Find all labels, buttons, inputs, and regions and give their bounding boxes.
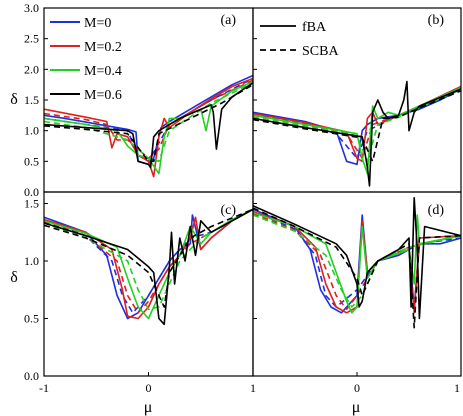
panel-tag: (c) (220, 203, 236, 218)
series-line-m-0-scba (253, 88, 461, 160)
y-tick-label: 1.0 (24, 254, 39, 268)
x-tick-label: 1 (454, 381, 460, 395)
x-tick-label: 0 (354, 381, 360, 395)
series-group (253, 197, 461, 329)
y-tick-label: 1.5 (24, 197, 39, 211)
series-line-m-0-fba (253, 87, 461, 166)
series-line-m-0-6-fba (44, 208, 253, 326)
panel-frame (43, 191, 254, 377)
bottom-y-ticks: 0.0 0.5 1.0 1.5 (24, 197, 257, 383)
series-line-m-0-4-fba (44, 208, 253, 320)
series-line-m-0-6-fba (253, 80, 461, 187)
series-line-m-0-4-scba (44, 208, 253, 311)
y-tick-label: 0.5 (24, 312, 39, 326)
y-tick-label: 1.0 (24, 124, 39, 138)
x-tick-label: 0 (146, 381, 152, 395)
series-line-m-0-fba (44, 74, 253, 166)
panel-frame (252, 191, 462, 377)
x-axis-label-right: μ (352, 399, 361, 416)
panels: (a) (b) (c) (d) (43, 7, 462, 377)
y-tick-label: 0.0 (24, 369, 39, 383)
legend-label: M=0.2 (84, 40, 122, 55)
legend-label: M=0.4 (84, 64, 122, 79)
series-line-m-0-2-fba (44, 77, 253, 178)
legend-methods: fBA SCBA (260, 20, 339, 59)
y-tick-label: 0.0 (24, 185, 39, 199)
series-line-m-0-scba (253, 210, 461, 308)
y-tick-label: 3.0 (24, 1, 39, 15)
series-line-m-0-6-scba (44, 84, 253, 163)
y-axis-label-bottom: δ (10, 269, 18, 286)
legend-label: SCBA (302, 44, 339, 59)
y-tick-label: 2.5 (24, 32, 39, 46)
legend-label: fBA (302, 20, 327, 35)
y-axis-label-top: δ (10, 91, 18, 108)
series-line-m-0-scba (44, 208, 253, 314)
panel-tag: (b) (428, 13, 445, 28)
series-group (44, 208, 253, 326)
series-line-m-0-6-scba (253, 90, 461, 163)
series-group (44, 74, 253, 178)
panel-tag: (a) (220, 13, 236, 28)
series-line-m-0-4-scba (253, 88, 461, 163)
series-line-m-0-2-scba (253, 213, 461, 311)
panel-c: (c) (43, 191, 254, 377)
y-tick-label: 0.5 (24, 154, 39, 168)
series-line-m-0-2-fba (44, 208, 253, 320)
panel-d: (d) (252, 191, 462, 377)
y-tick-label: 1.5 (24, 93, 39, 107)
series-line-m-0-4-scba (253, 214, 461, 308)
legend-models: M=0 M=0.2 M=0.4 M=0.6 (50, 16, 122, 103)
series-line-m-0-4-fba (253, 86, 461, 175)
x-tick-label: -1 (39, 381, 49, 395)
legend-label: M=0.6 (84, 88, 122, 103)
legend-label: M=0 (84, 16, 111, 31)
y-tick-label: 2.0 (24, 62, 39, 76)
panel-b: (b) (252, 7, 462, 193)
series-group (253, 80, 461, 187)
x-axis-label-left: μ (144, 399, 153, 416)
series-line-m-0-6-scba (44, 208, 253, 308)
series-line-m-0-2-scba (44, 79, 253, 160)
panel-tag: (d) (428, 203, 445, 218)
panel-a: (a) (43, 7, 254, 193)
x-tick-label: 1 (250, 381, 256, 395)
top-y-ticks: 0.0 0.5 1.0 1.5 2.0 2.5 3.0 (24, 1, 257, 199)
series-line-m-0-6-fba (44, 82, 253, 169)
series-line-m-0-4-fba (44, 80, 253, 175)
series-line-m-0-2-scba (44, 208, 253, 314)
